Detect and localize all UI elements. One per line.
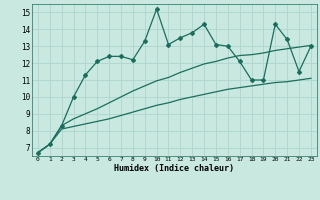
X-axis label: Humidex (Indice chaleur): Humidex (Indice chaleur) <box>115 164 234 173</box>
